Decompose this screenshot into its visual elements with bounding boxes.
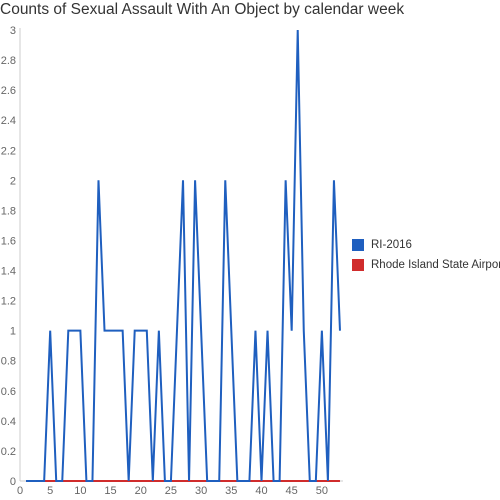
legend-label-rhode-island-state-airport: Rhode Island State Airport [371, 258, 500, 271]
y-tick-label: 2.2 [1, 145, 16, 157]
y-tick-label: 0.8 [1, 356, 16, 368]
x-tick-label: 45 [286, 485, 298, 497]
y-tick-label: 0.6 [1, 386, 16, 398]
y-tick-label: 1.6 [1, 235, 16, 247]
x-tick-label: 15 [104, 485, 116, 497]
y-tick-label: 0.4 [1, 416, 16, 428]
x-axis: 0 5 10 15 20 25 30 35 40 45 50 [17, 480, 343, 497]
x-tick-label: 25 [165, 485, 177, 497]
y-tick-label: 2 [10, 175, 16, 187]
series-layer [26, 29, 341, 482]
y-tick-label: 1 [10, 326, 16, 338]
x-tick-label: 10 [74, 485, 86, 497]
x-tick-label: 0 [17, 485, 23, 497]
y-tick-label: 0.2 [1, 446, 16, 458]
x-tick-label: 50 [316, 485, 328, 497]
x-tick-label: 5 [47, 485, 53, 497]
legend-swatch-rhode-island-state-airport [352, 258, 364, 271]
y-tick-label: 1.4 [1, 266, 16, 278]
y-tick-label: 1.8 [1, 205, 16, 217]
x-tick-label: 40 [255, 485, 267, 497]
y-tick-label: 2.8 [1, 55, 16, 67]
legend: RI-2016 Rhode Island State Airport [352, 238, 500, 278]
legend-item-rhode-island-state-airport[interactable]: Rhode Island State Airport [352, 258, 500, 271]
y-tick-label: 1.2 [1, 296, 16, 308]
x-tick-label: 35 [225, 485, 237, 497]
legend-item-ri-2016[interactable]: RI-2016 [352, 238, 500, 251]
y-tick-label: 2.6 [1, 85, 16, 97]
series-line-ri-2016[interactable] [26, 29, 341, 482]
y-tick-label: 3 [10, 25, 16, 37]
y-tick-label: 0 [10, 476, 16, 488]
x-tick-label: 30 [195, 485, 207, 497]
legend-swatch-ri-2016 [352, 238, 364, 251]
y-axis: 0 0.2 0.4 0.6 0.8 1 1.2 1.4 1.6 1.8 2 2.2 2.4 2.6 2.8 3 [1, 25, 21, 488]
y-tick-label: 2.4 [1, 115, 16, 127]
chart-title: Counts of Sexual Assault With An Object … [0, 1, 405, 18]
legend-label-ri-2016: RI-2016 [371, 238, 412, 251]
x-tick-label: 20 [135, 485, 147, 497]
